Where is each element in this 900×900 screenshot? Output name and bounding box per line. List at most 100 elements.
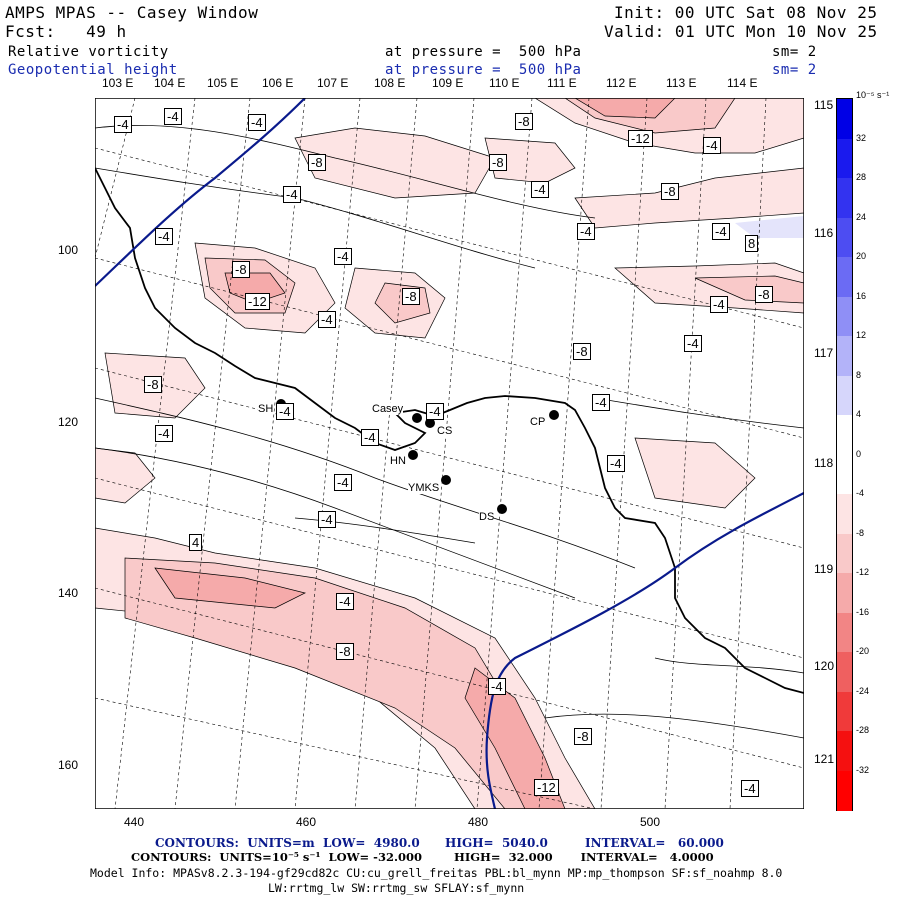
contour-label: -4 [531,181,549,198]
colorbar-tick-label: -4 [856,488,865,498]
field2-name: Geopotential height [8,62,178,78]
station-dot [441,475,451,485]
contour-label: -4 [488,678,506,695]
contour-label: -4 [276,403,294,420]
contour-label: -4 [164,108,182,125]
station-label-cp: CP [530,416,546,428]
contour-label: -4 [334,474,352,491]
lon-label: 111 E [547,76,577,90]
colorbar-tick-label: 20 [856,251,867,261]
vorticity-contour-info: CONTOURS: UNITS=10⁻⁵ s⁻¹ LOW= -32.000 HI… [131,850,714,864]
colorbar-swatch [837,375,852,416]
lon-label: 113 E [666,76,697,90]
station-label-ymks: YMKS [408,482,440,494]
model-info: Model Info: MPASv8.2.3-194-gf29cd82c CU:… [90,866,783,880]
station-label-cs: CS [437,425,453,437]
field1-smoothing: sm= 2 [772,44,817,60]
contour-label: -4 [248,114,266,131]
contour-label: -4 [336,593,354,610]
lon-label: 105 E [207,76,239,90]
contour-label: -4 [334,248,352,265]
colorbar-swatch [837,494,852,534]
colorbar-tick-label: -12 [856,567,870,577]
x-tick-label: 460 [296,815,317,829]
contour-label: -8 [574,728,592,745]
field2-smoothing: sm= 2 [772,62,817,78]
colorbar-tick-label: 32 [856,132,867,143]
contour-label: -12 [245,293,270,310]
vorticity-fill-dark [154,98,676,809]
station-dot [412,413,422,423]
colorbar-swatch [837,178,852,218]
contour-label: -4 [710,296,728,313]
colorbar-swatch [837,217,852,258]
init-time: Init: 00 UTC Sat 08 Nov 25 [614,3,878,22]
colorbar-tick-label: -32 [856,764,870,775]
colorbar-swatch [837,612,852,653]
colorbar-tick-label: -16 [856,606,870,617]
contour-label: 4 [189,534,203,551]
contour-label: -8 [402,288,420,305]
x-tick-label: 500 [640,815,661,829]
colorbar-swatch [837,573,852,613]
station-dot [408,450,418,460]
colorbar-swatch [837,336,852,376]
colorbar-swatch [837,296,852,337]
colorbar-swatch [837,454,852,495]
forecast-hour: Fcst: 49 h [5,22,127,41]
station-label-hn: HN [390,455,406,467]
field2-level: at pressure = 500 hPa [385,62,582,78]
colorbar-swatch [837,770,852,811]
x-tick-label: 480 [468,815,489,829]
station-dot [497,504,507,514]
colorbar-swatch [837,99,852,139]
contour-label: -8 [144,376,162,393]
colorbar-tick-label: 28 [856,172,867,182]
map-title: AMPS MPAS -- Casey Window [5,3,259,22]
model-info-radiation: LW:rrtmg_lw SW:rrtmg_sw SFLAY:sf_mynn [268,881,525,895]
contour-label: -8 [232,261,250,278]
colorbar-tick-label: 4 [856,409,862,419]
contour-label: -4 [318,311,336,328]
y-tick-label: 100 [58,243,79,257]
y-tick-label: 120 [58,415,79,429]
colorbar-tick-label: -20 [856,646,870,656]
contour-label: -4 [155,228,173,245]
contour-label: -4 [361,429,379,446]
contour-label: -8 [515,113,533,130]
colorbar-swatch [837,415,852,455]
station-dot [549,410,559,420]
lon-label: 112 E [606,76,637,90]
y-tick-label: 140 [58,586,79,600]
colorbar-tick-label: 8 [856,369,862,380]
lon-label: 108 E [374,76,406,90]
contour-label: -4 [592,394,610,411]
colorbar-tick-label: -8 [856,527,865,538]
colorbar-swatch [837,257,852,297]
colorbar-swatch [837,731,852,771]
contour-label: -8 [755,286,773,303]
station-label-ds: DS [479,511,495,523]
lon-label: 106 E [262,76,294,90]
colorbar-tick-label: 16 [856,290,867,301]
height-contour-info: CONTOURS: UNITS=m LOW= 4980.0 [155,836,420,850]
x-tick-label: 440 [124,815,145,829]
contour-label: -4 [712,223,730,240]
contour-label: 8 [745,235,759,252]
valid-time: Valid: 01 UTC Mon 10 Nov 25 [604,22,878,41]
colorbar-tick-label: -28 [856,725,870,735]
lon-label: 103 E [102,76,134,90]
contour-label: -4 [577,223,595,240]
graticule [95,98,804,809]
height-contour-interval: INTERVAL= 60.000 [585,836,724,850]
lon-label: 114 E [727,76,758,90]
station-label-sh: SH [258,403,274,415]
height-contour [95,98,306,287]
y-tick-label: 160 [58,758,79,772]
contour-label: -4 [426,403,444,420]
colorbar-swatch [837,138,852,179]
contour-label: -8 [308,154,326,171]
contour-label: -4 [155,425,173,442]
colorbar-swatch [837,533,852,574]
vorticity-fill-positive [735,216,804,238]
